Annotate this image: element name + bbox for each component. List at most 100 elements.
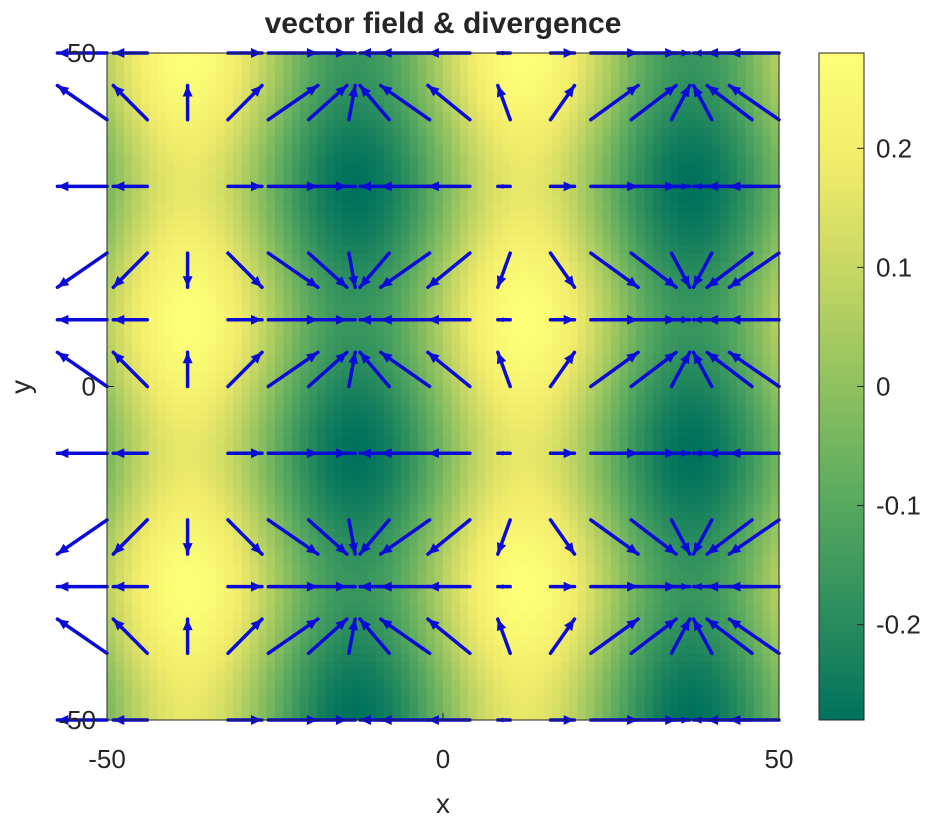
heatmap-cell <box>384 669 394 679</box>
heatmap-cell <box>216 636 226 646</box>
heatmap-cell <box>308 711 318 721</box>
heatmap-cell <box>518 553 528 563</box>
heatmap-cell <box>375 428 385 438</box>
heatmap-cell <box>627 511 637 521</box>
heatmap-cell <box>241 94 251 104</box>
heatmap-cell <box>501 569 511 579</box>
heatmap-cell <box>602 153 612 162</box>
heatmap-cell <box>501 186 511 196</box>
heatmap-cell <box>308 161 318 171</box>
heatmap-cell <box>291 394 301 404</box>
heatmap-cell <box>258 619 268 629</box>
heatmap-cell <box>577 503 587 513</box>
heatmap-cell <box>132 128 142 137</box>
heatmap-cell <box>392 219 402 229</box>
heatmap-cell <box>165 411 175 421</box>
heatmap-cell <box>443 494 452 504</box>
heatmap-cell <box>384 253 394 263</box>
heatmap-cell <box>501 286 511 296</box>
heatmap-cell <box>249 528 259 538</box>
heatmap-cell <box>493 603 503 613</box>
heatmap-cell <box>493 319 503 329</box>
heatmap-cell <box>191 594 200 604</box>
heatmap-cell <box>569 161 578 171</box>
heatmap-cell <box>459 136 469 146</box>
heatmap-cell <box>342 161 352 171</box>
heatmap-cell <box>594 294 604 304</box>
heatmap-cell <box>199 394 209 404</box>
heatmap-cell <box>543 144 553 154</box>
heatmap-cell <box>216 536 226 546</box>
heatmap-cell <box>367 411 377 421</box>
heatmap-cell <box>594 194 604 204</box>
heatmap-cell <box>199 711 209 721</box>
heatmap-cell <box>224 394 234 404</box>
heatmap-cell <box>468 603 478 613</box>
heatmap-cell <box>317 611 326 621</box>
heatmap-cell <box>207 211 217 221</box>
heatmap-cell <box>485 269 494 279</box>
heatmap-cell <box>123 411 133 421</box>
heatmap-cell <box>485 261 494 271</box>
heatmap-cell <box>367 169 377 179</box>
heatmap-cell <box>258 161 268 171</box>
heatmap-cell <box>468 69 478 79</box>
heatmap-cell <box>291 503 301 513</box>
heatmap-cell <box>224 669 234 679</box>
heatmap-cell <box>132 244 142 254</box>
heatmap-cell <box>333 144 343 154</box>
heatmap-cell <box>434 628 444 638</box>
heatmap-cell <box>291 336 301 346</box>
heatmap-cell <box>426 211 436 221</box>
heatmap-cell <box>451 436 461 446</box>
heatmap-cell <box>611 478 620 488</box>
heatmap-cell <box>375 286 385 296</box>
heatmap-cell <box>165 261 175 271</box>
heatmap-cell <box>510 178 520 187</box>
heatmap-cell <box>401 528 410 538</box>
heatmap-cell <box>317 569 326 579</box>
heatmap-cell <box>417 594 427 604</box>
heatmap-cell <box>249 303 259 313</box>
heatmap-cell <box>216 661 226 671</box>
heatmap-cell <box>359 694 368 704</box>
heatmap-cell <box>552 236 562 246</box>
heatmap-cell <box>258 244 268 254</box>
heatmap-cell <box>350 528 360 538</box>
heatmap-cell <box>350 436 360 446</box>
heatmap-cell <box>577 311 587 321</box>
heatmap-cell <box>401 603 410 613</box>
heatmap-cell <box>249 644 259 654</box>
heatmap-cell <box>518 144 528 154</box>
heatmap-cell <box>275 153 284 162</box>
heatmap-cell <box>283 536 293 546</box>
heatmap-cell <box>535 461 545 471</box>
heatmap-cell <box>191 511 200 521</box>
heatmap-cell <box>300 128 310 137</box>
heatmap-cell <box>375 544 385 554</box>
heatmap-cell <box>317 553 326 563</box>
heatmap-cell <box>216 361 226 371</box>
heatmap-cell <box>392 261 402 271</box>
heatmap-cell <box>518 678 528 688</box>
heatmap-cell <box>149 686 158 696</box>
heatmap-cell <box>476 703 486 713</box>
heatmap-cell <box>300 403 310 413</box>
heatmap-cell <box>501 669 511 679</box>
heatmap-cell <box>493 328 503 338</box>
heatmap-cell <box>401 611 410 621</box>
heatmap-cell <box>392 186 402 196</box>
heatmap-cell <box>191 353 200 363</box>
heatmap-cell <box>165 253 175 263</box>
heatmap-cell <box>392 69 402 79</box>
heatmap-cell <box>165 353 175 363</box>
heatmap-cell <box>577 219 587 229</box>
heatmap-cell <box>560 244 570 254</box>
heatmap-cell <box>140 353 150 363</box>
heatmap-cell <box>577 211 587 221</box>
heatmap-cell <box>569 219 578 229</box>
heatmap-cell <box>476 403 486 413</box>
heatmap-cell <box>627 519 637 529</box>
heatmap-cell <box>459 78 469 87</box>
heatmap-cell <box>585 128 595 137</box>
